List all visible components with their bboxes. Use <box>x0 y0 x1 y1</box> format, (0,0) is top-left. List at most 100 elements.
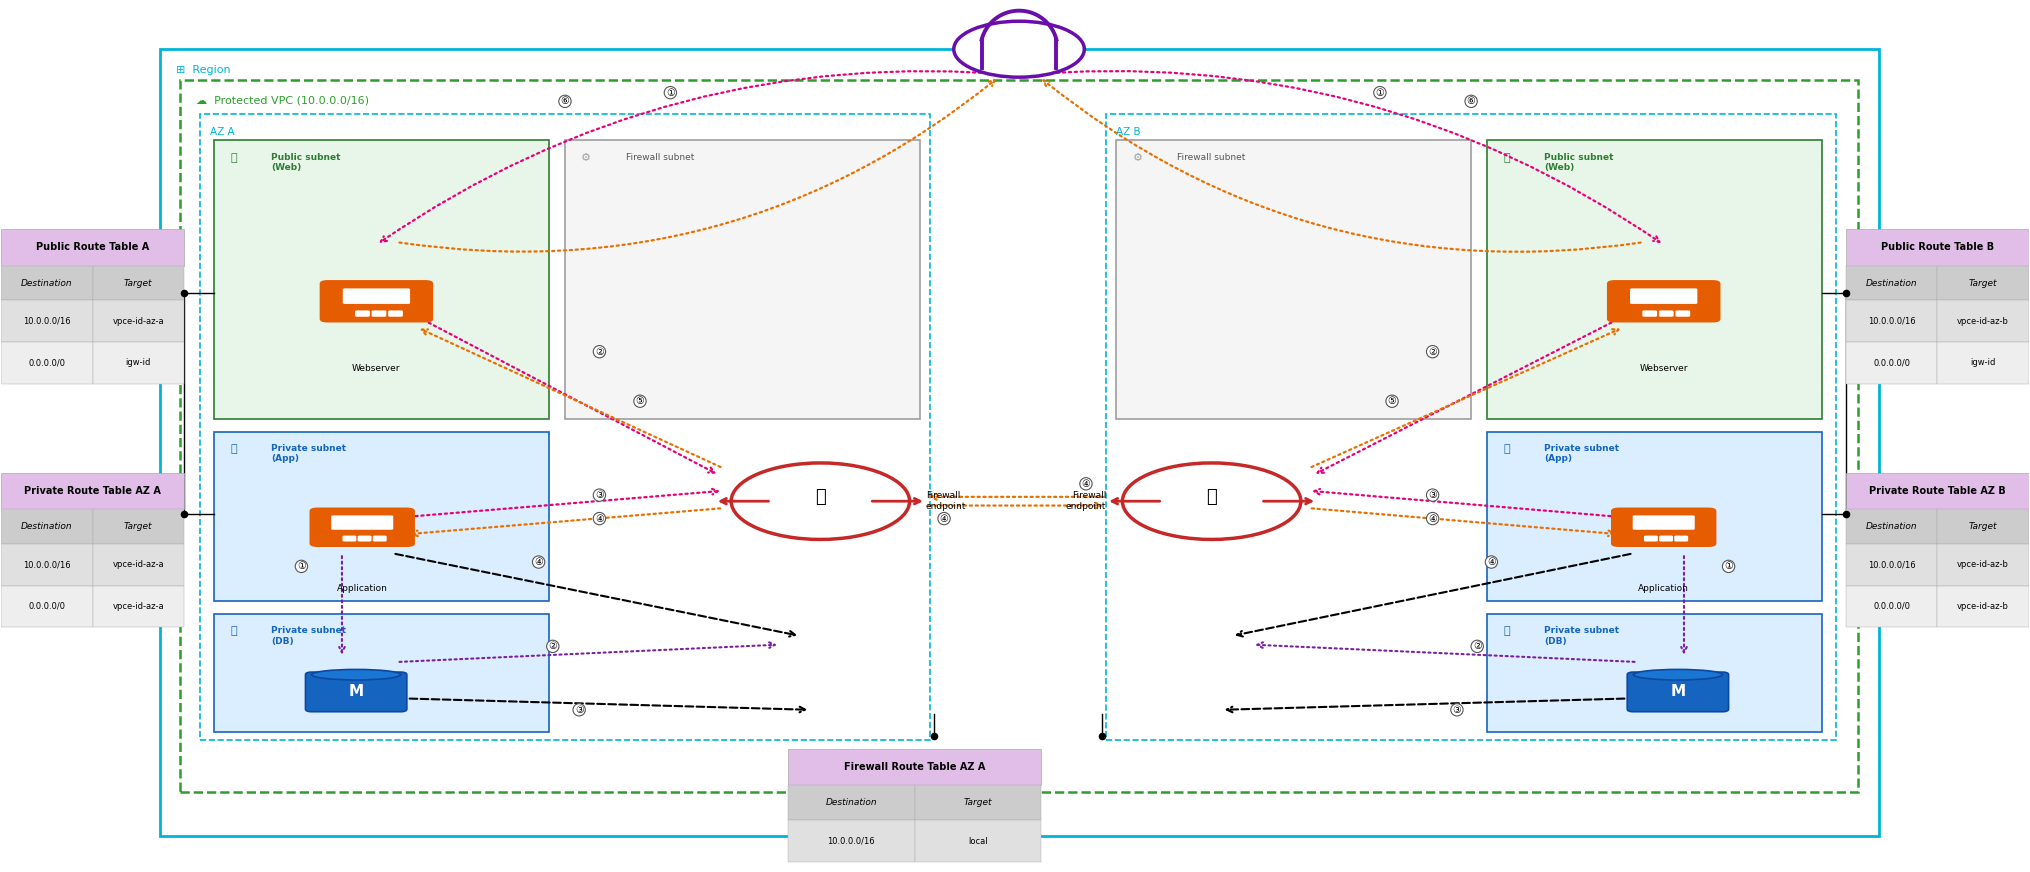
Text: Private subnet
(App): Private subnet (App) <box>1545 444 1620 463</box>
Text: ③: ③ <box>595 490 603 501</box>
FancyBboxPatch shape <box>388 310 402 317</box>
FancyBboxPatch shape <box>1628 672 1730 712</box>
Polygon shape <box>1845 544 1937 585</box>
Text: Target: Target <box>1969 522 1998 531</box>
Text: Webserver: Webserver <box>351 364 400 373</box>
Polygon shape <box>93 300 185 342</box>
Polygon shape <box>215 432 548 601</box>
FancyBboxPatch shape <box>331 515 394 523</box>
Polygon shape <box>564 140 920 419</box>
FancyBboxPatch shape <box>343 296 410 304</box>
Text: ②: ② <box>595 347 603 357</box>
Polygon shape <box>2 266 93 300</box>
Polygon shape <box>2 509 93 544</box>
Text: M: M <box>349 685 363 699</box>
Polygon shape <box>2 300 93 342</box>
Text: Public subnet
(Web): Public subnet (Web) <box>272 153 341 172</box>
Circle shape <box>954 21 1084 78</box>
Text: Public subnet
(Web): Public subnet (Web) <box>1545 153 1614 172</box>
Polygon shape <box>916 786 1041 821</box>
Point <box>1829 286 1862 300</box>
Text: ①: ① <box>1723 562 1734 571</box>
Text: 🔒: 🔒 <box>1504 153 1510 163</box>
Polygon shape <box>1845 585 1937 627</box>
Polygon shape <box>1845 229 2028 266</box>
Text: ⑥: ⑥ <box>1468 96 1476 106</box>
Text: vpce-id-az-a: vpce-id-az-a <box>112 602 164 611</box>
Polygon shape <box>1937 585 2028 627</box>
Polygon shape <box>788 786 916 821</box>
Polygon shape <box>93 342 185 384</box>
Polygon shape <box>2 229 185 266</box>
Text: Destination: Destination <box>20 278 73 288</box>
Text: Target: Target <box>124 522 152 531</box>
Polygon shape <box>215 614 548 732</box>
Text: vpce-id-az-a: vpce-id-az-a <box>112 560 164 569</box>
Text: ④: ④ <box>534 557 542 567</box>
FancyBboxPatch shape <box>1675 535 1689 542</box>
Text: ⑤: ⑤ <box>635 396 644 406</box>
Text: Firewall
endpoint: Firewall endpoint <box>926 492 966 511</box>
Text: Destination: Destination <box>1866 278 1918 288</box>
Polygon shape <box>1845 266 1937 300</box>
Text: 🔒: 🔒 <box>1504 444 1510 453</box>
Polygon shape <box>1116 140 1472 419</box>
Text: igw-id: igw-id <box>1971 358 1995 367</box>
Text: ③: ③ <box>1429 490 1437 501</box>
FancyBboxPatch shape <box>343 535 357 542</box>
Text: Destination: Destination <box>20 522 73 531</box>
Polygon shape <box>788 749 1041 786</box>
FancyBboxPatch shape <box>374 535 386 542</box>
FancyBboxPatch shape <box>1632 522 1695 530</box>
Text: ②: ② <box>1474 641 1482 651</box>
Text: Application: Application <box>337 583 388 593</box>
Polygon shape <box>1845 342 1937 384</box>
FancyBboxPatch shape <box>319 280 432 323</box>
Text: ④: ④ <box>940 514 948 523</box>
FancyBboxPatch shape <box>1675 310 1691 317</box>
Text: 🔒: 🔒 <box>231 444 238 453</box>
Text: Target: Target <box>124 278 152 288</box>
Ellipse shape <box>311 670 400 680</box>
FancyBboxPatch shape <box>1630 289 1697 296</box>
Text: Application: Application <box>1638 583 1689 593</box>
Text: local: local <box>968 836 989 846</box>
Text: Target: Target <box>964 798 993 807</box>
Text: 10.0.0.0/16: 10.0.0.0/16 <box>828 836 875 846</box>
Text: Firewall
endpoint: Firewall endpoint <box>1066 492 1106 511</box>
Text: Target: Target <box>1969 278 1998 288</box>
Polygon shape <box>1488 614 1821 732</box>
Text: ④: ④ <box>1429 514 1437 523</box>
Text: 🔥: 🔥 <box>814 487 826 506</box>
Text: ①: ① <box>666 88 674 98</box>
Text: vpce-id-az-b: vpce-id-az-b <box>1957 317 2010 326</box>
Polygon shape <box>788 821 916 862</box>
Polygon shape <box>1937 544 2028 585</box>
Polygon shape <box>93 544 185 585</box>
Text: AZ A: AZ A <box>211 127 235 138</box>
FancyBboxPatch shape <box>1632 515 1695 523</box>
Polygon shape <box>2 585 93 627</box>
Text: ①: ① <box>296 562 307 571</box>
Text: ②: ② <box>1429 347 1437 357</box>
Polygon shape <box>1488 432 1821 601</box>
Polygon shape <box>1488 140 1821 419</box>
Text: ⊞  Region: ⊞ Region <box>177 65 229 75</box>
Polygon shape <box>93 266 185 300</box>
Text: ☁  Protected VPC (10.0.0.0/16): ☁ Protected VPC (10.0.0.0/16) <box>197 95 369 106</box>
Text: Public Route Table A: Public Route Table A <box>37 242 150 252</box>
Text: Private subnet
(App): Private subnet (App) <box>272 444 347 463</box>
Text: Firewall subnet: Firewall subnet <box>1177 153 1246 161</box>
Polygon shape <box>1937 342 2028 384</box>
Text: 🔒: 🔒 <box>231 626 238 637</box>
Text: 🔒: 🔒 <box>1504 626 1510 637</box>
FancyBboxPatch shape <box>1659 310 1673 317</box>
Polygon shape <box>1845 509 1937 544</box>
Point <box>918 729 950 743</box>
Text: 10.0.0.0/16: 10.0.0.0/16 <box>1868 560 1916 569</box>
Text: vpce-id-az-b: vpce-id-az-b <box>1957 560 2010 569</box>
Point <box>168 508 201 521</box>
Polygon shape <box>916 821 1041 862</box>
Polygon shape <box>2 544 93 585</box>
Ellipse shape <box>1634 670 1723 680</box>
